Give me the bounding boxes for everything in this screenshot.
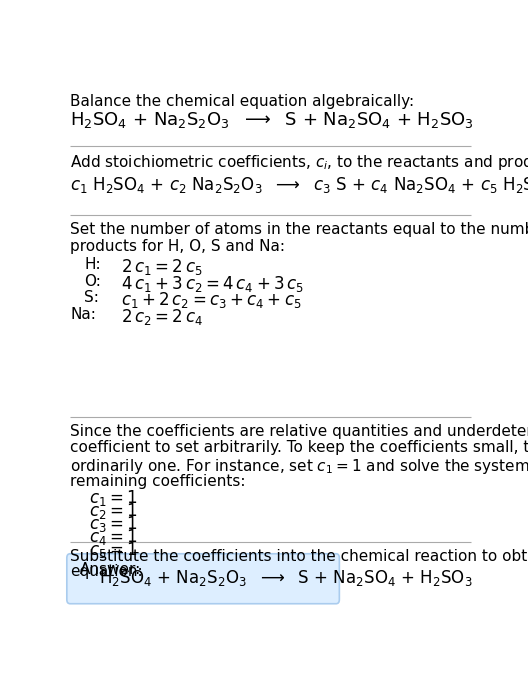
- Text: Add stoichiometric coefficients, $c_i$, to the reactants and products:: Add stoichiometric coefficients, $c_i$, …: [70, 153, 528, 172]
- Text: coefficient to set arbitrarily. To keep the coefficients small, the arbitrary  v: coefficient to set arbitrarily. To keep …: [70, 440, 528, 455]
- Text: $c_5 = 1$: $c_5 = 1$: [89, 540, 137, 560]
- Text: Substitute the coefficients into the chemical reaction to obtain the balanced: Substitute the coefficients into the che…: [70, 548, 528, 564]
- Text: products for H, O, S and Na:: products for H, O, S and Na:: [70, 239, 285, 254]
- Text: $c_1 + 2\,c_2 = c_3 + c_4 + c_5$: $c_1 + 2\,c_2 = c_3 + c_4 + c_5$: [121, 291, 302, 310]
- Text: H:: H:: [84, 257, 101, 272]
- Text: $\mathregular{H_2SO_4}$ + $\mathregular{Na_2S_2O_3}$  $\longrightarrow$  S + $\m: $\mathregular{H_2SO_4}$ + $\mathregular{…: [70, 110, 474, 130]
- FancyBboxPatch shape: [67, 554, 340, 604]
- Text: Balance the chemical equation algebraically:: Balance the chemical equation algebraica…: [70, 94, 414, 109]
- Text: equation:: equation:: [70, 564, 143, 579]
- Text: $2\,c_2 = 2\,c_4$: $2\,c_2 = 2\,c_4$: [121, 307, 203, 327]
- Text: ordinarily one. For instance, set $c_1 = 1$ and solve the system of equations fo: ordinarily one. For instance, set $c_1 =…: [70, 457, 528, 476]
- Text: Na:: Na:: [70, 307, 96, 322]
- Text: $4\,c_1 + 3\,c_2 = 4\,c_4 + 3\,c_5$: $4\,c_1 + 3\,c_2 = 4\,c_4 + 3\,c_5$: [121, 274, 304, 293]
- Text: $c_1 = 1$: $c_1 = 1$: [89, 488, 137, 508]
- Text: O:: O:: [84, 274, 101, 289]
- Text: $c_4 = 1$: $c_4 = 1$: [89, 527, 137, 547]
- Text: $c_3 = 1$: $c_3 = 1$: [89, 514, 137, 534]
- Text: Since the coefficients are relative quantities and underdetermined, choose a: Since the coefficients are relative quan…: [70, 424, 528, 439]
- Text: remaining coefficients:: remaining coefficients:: [70, 474, 246, 489]
- Text: Answer:: Answer:: [80, 562, 142, 577]
- Text: $c_2 = 1$: $c_2 = 1$: [89, 501, 137, 521]
- Text: S:: S:: [84, 291, 99, 306]
- Text: $c_1$ $\mathregular{H_2SO_4}$ + $c_2$ $\mathregular{Na_2S_2O_3}$  $\longrightarr: $c_1$ $\mathregular{H_2SO_4}$ + $c_2$ $\…: [70, 175, 528, 195]
- Text: $2\,c_1 = 2\,c_5$: $2\,c_1 = 2\,c_5$: [121, 257, 203, 277]
- Text: Set the number of atoms in the reactants equal to the number of atoms in the: Set the number of atoms in the reactants…: [70, 222, 528, 237]
- Text: $\mathregular{H_2SO_4}$ + $\mathregular{Na_2S_2O_3}$  $\longrightarrow$  S + $\m: $\mathregular{H_2SO_4}$ + $\mathregular{…: [99, 568, 473, 588]
